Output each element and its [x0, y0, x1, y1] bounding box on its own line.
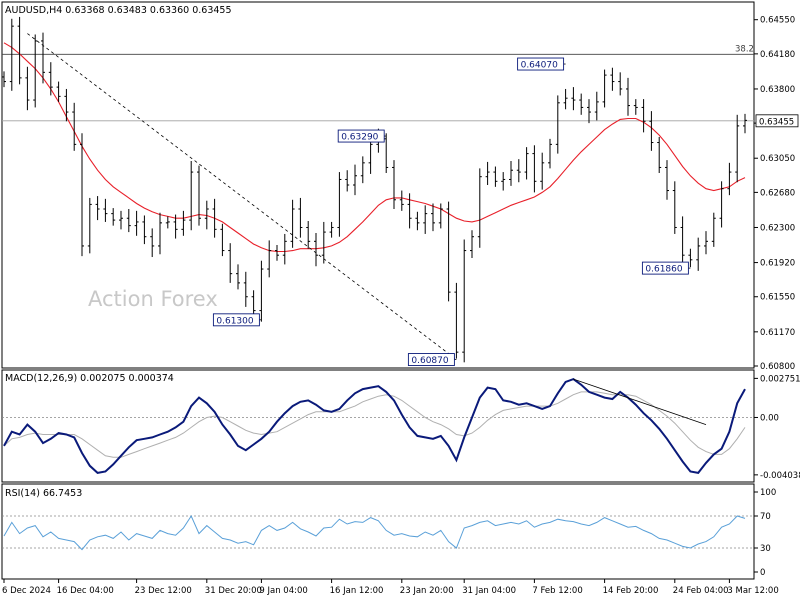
y-tick-label: 0.61550 [760, 293, 795, 303]
fib-level-label: 38.2 [735, 44, 754, 54]
x-tick-label: 3 Mar 12:00 [727, 586, 778, 596]
main-panel: AUDUSD,H4 0.63368 0.63483 0.63360 0.6345… [1, 1, 799, 372]
price-annotation-label: 0.64070 [521, 61, 558, 71]
price-annotation-box [212, 313, 260, 327]
price-annotation-box [337, 129, 385, 143]
rsi-panel: RSI(14) 66.7453 100 70 30 0 [1, 483, 776, 580]
rsi-panel-border [1, 483, 755, 580]
x-tick-label: 23 Dec 12:00 [135, 586, 192, 596]
macd-panel-border [1, 369, 755, 483]
macd-header: MACD(12,26,9) 0.002075 0.000374 [5, 373, 174, 384]
macd-trend-line [573, 378, 707, 425]
price-annotation-box [517, 57, 565, 71]
x-axis: 6 Dec 2024 16 Dec 04:00 23 Dec 12:00 31 Dec… [2, 579, 779, 596]
y-tick-label: 0.60800 [760, 362, 795, 372]
rsi-line [3, 514, 746, 551]
main-panel-border [1, 1, 755, 369]
main-header: AUDUSD,H4 0.63368 0.63483 0.63360 0.6345… [5, 5, 232, 16]
macd-tick-label: -0.004038 [760, 471, 800, 481]
price-annotation-label: 0.61300 [216, 316, 253, 326]
macd-line [3, 377, 746, 474]
x-tick-label: 31 Jan 04:00 [462, 586, 516, 596]
x-tick-label: 9 Jan 04:00 [259, 586, 307, 596]
price-annotation-box [641, 261, 689, 275]
macd-tick-label: 0.00 [760, 413, 779, 423]
x-tick-label: 16 Jan 12:00 [330, 586, 384, 596]
rsi-tick-label: 0 [760, 568, 765, 578]
x-tick-label: 31 Dec 20:00 [205, 586, 262, 596]
macd-panel: MACD(12,26,9) 0.002075 0.000374 0.002751… [1, 369, 800, 483]
price-annotation-label: 0.63290 [341, 133, 378, 143]
y-tick-label: 0.63800 [760, 85, 795, 95]
y-tick-label: 0.62300 [760, 223, 795, 233]
x-tick-label: 16 Dec 04:00 [57, 586, 114, 596]
current-price-label: 0.63455 [759, 117, 794, 127]
moving-average-line [3, 42, 746, 253]
rsi-header: RSI(14) 66.7453 [5, 488, 82, 499]
y-tick-label: 0.63050 [760, 154, 795, 164]
x-tick-label: 14 Feb 20:00 [603, 586, 659, 596]
price-annotation-box [407, 353, 455, 366]
x-tick-label: 6 Dec 2024 [2, 586, 51, 596]
macd-signal-line [3, 391, 746, 458]
x-tick-label: 23 Jan 20:00 [400, 586, 454, 596]
y-tick-label: 0.64180 [760, 50, 795, 60]
rsi-tick-label: 70 [760, 512, 771, 522]
watermark: Action Forex [88, 287, 218, 311]
macd-tick-label: 0.002751 [760, 374, 800, 384]
y-tick-label: 0.64550 [760, 16, 795, 26]
rsi-tick-label: 100 [760, 488, 776, 498]
y-tick-label: 0.61170 [760, 328, 795, 338]
x-tick-label: 7 Feb 12:00 [532, 586, 582, 596]
price-annotation-label: 0.61860 [645, 265, 682, 275]
x-tick-label: 24 Feb 04:00 [673, 586, 729, 596]
price-annotation-label: 0.60870 [411, 356, 448, 366]
current-price-box [755, 114, 799, 128]
y-tick-label: 0.62680 [760, 188, 795, 198]
y-tick-label: 0.61920 [760, 259, 795, 269]
rsi-tick-label: 30 [760, 544, 771, 554]
